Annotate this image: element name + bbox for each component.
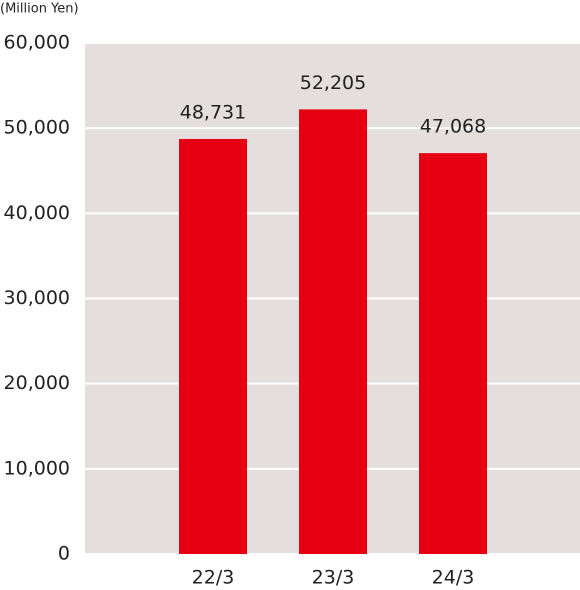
bar [179,138,247,555]
x-tick-label: 22/3 [192,567,235,589]
y-tick-label: 30,000 [4,287,70,309]
x-tick-label: 23/3 [312,567,355,589]
y-tick-label: 60,000 [4,32,70,54]
value-label: 47,068 [420,116,486,138]
value-label: 48,731 [180,101,246,123]
value-label: 52,205 [300,72,366,94]
y-tick-label: 50,000 [4,117,70,139]
x-tick-label: 24/3 [432,567,475,589]
y-axis-label: (Million Yen) [0,2,79,17]
bar [299,109,367,554]
bar [419,153,487,555]
y-tick-label: 10,000 [4,457,70,479]
y-tick-label: 0 [58,543,70,565]
y-tick-label: 40,000 [4,202,70,224]
y-tick-label: 20,000 [4,372,70,394]
